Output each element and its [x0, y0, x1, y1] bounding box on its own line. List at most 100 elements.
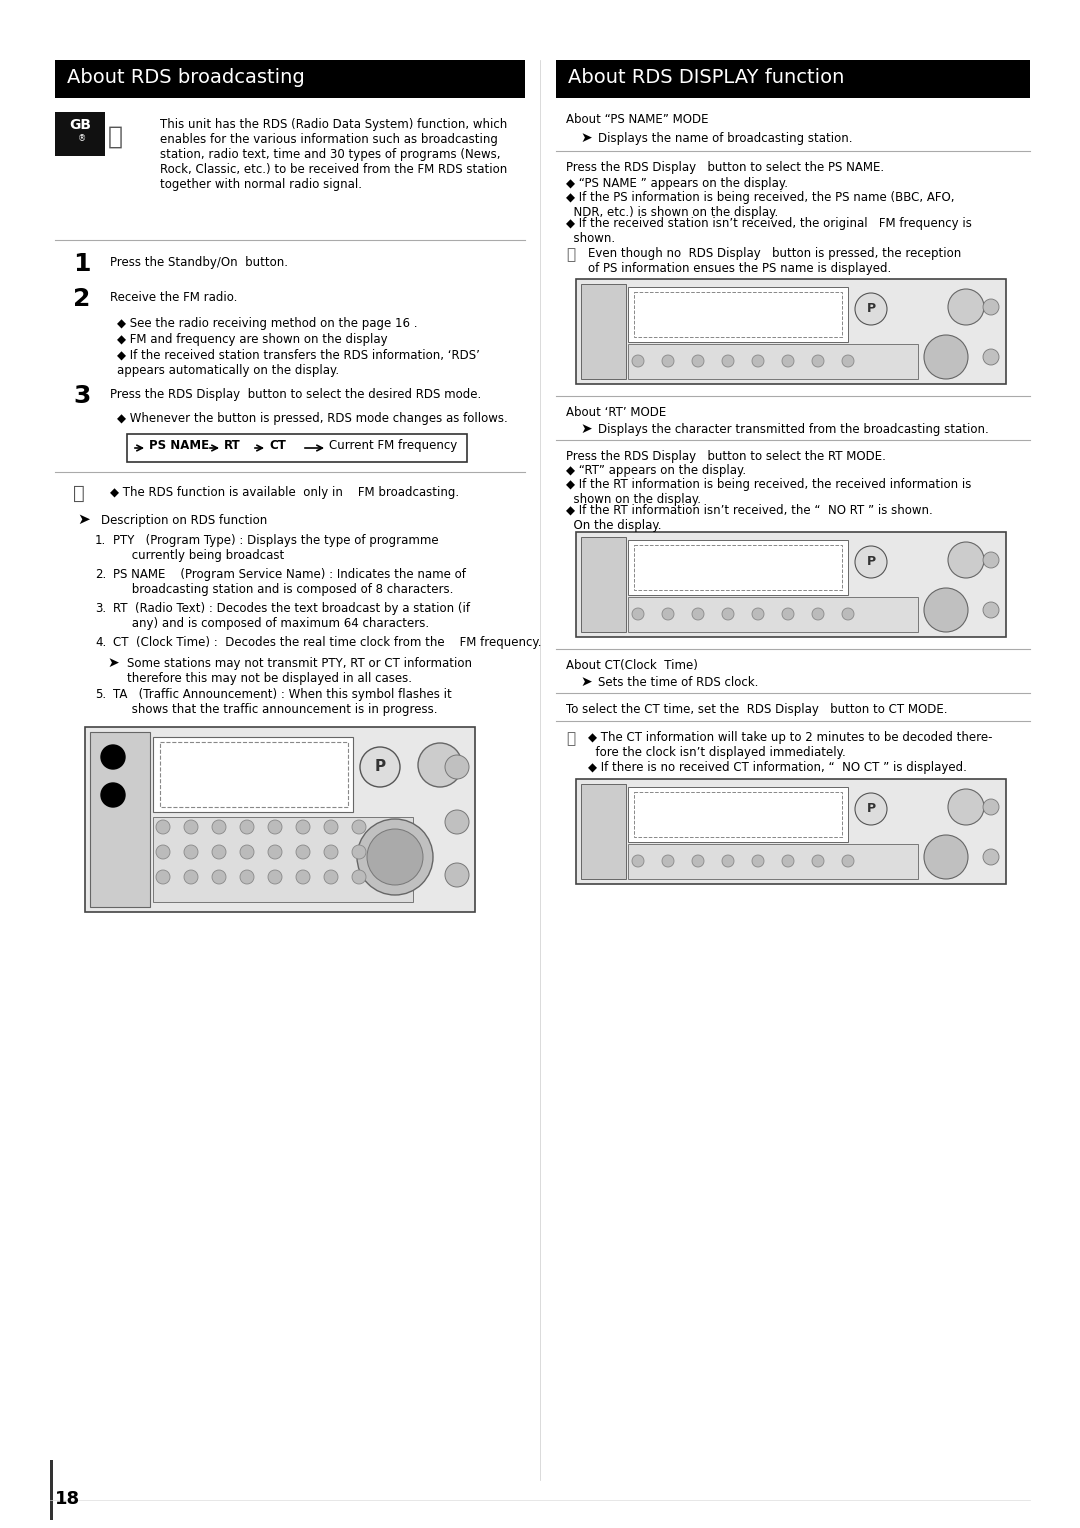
- Text: 2: 2: [73, 287, 91, 312]
- Text: P: P: [866, 303, 876, 315]
- Text: 1.: 1.: [95, 533, 106, 547]
- Text: ➤: ➤: [580, 131, 592, 145]
- Text: P: P: [866, 555, 876, 568]
- Text: 18: 18: [55, 1490, 80, 1508]
- Bar: [576, 280, 1005, 384]
- Text: 💬: 💬: [566, 730, 576, 746]
- Text: P: P: [375, 759, 386, 775]
- Text: About RDS DISPLAY function: About RDS DISPLAY function: [568, 69, 845, 87]
- Circle shape: [212, 821, 226, 834]
- Circle shape: [662, 856, 674, 866]
- Bar: [581, 284, 626, 379]
- Text: ◆ “PS NAME ” appears on the display.: ◆ “PS NAME ” appears on the display.: [566, 177, 788, 189]
- Circle shape: [360, 747, 400, 787]
- Bar: [627, 287, 848, 342]
- Text: 4.: 4.: [95, 636, 106, 649]
- Circle shape: [268, 845, 282, 859]
- Text: ◆ The CT information will take up to 2 minutes to be decoded there-
  fore the c: ◆ The CT information will take up to 2 m…: [588, 730, 993, 775]
- Circle shape: [948, 788, 984, 825]
- Circle shape: [296, 821, 310, 834]
- Bar: [153, 817, 413, 902]
- Bar: [627, 787, 848, 842]
- Circle shape: [662, 608, 674, 620]
- Text: Some stations may not transmit PTY, RT or CT information
therefore this may not : Some stations may not transmit PTY, RT o…: [127, 657, 472, 685]
- Circle shape: [156, 821, 170, 834]
- Circle shape: [240, 821, 254, 834]
- Bar: [627, 843, 918, 879]
- Bar: [634, 545, 842, 590]
- Circle shape: [924, 834, 968, 879]
- Circle shape: [445, 810, 469, 834]
- Circle shape: [445, 755, 469, 779]
- Bar: [634, 792, 842, 837]
- Bar: [153, 736, 353, 811]
- Circle shape: [212, 869, 226, 885]
- Circle shape: [324, 821, 338, 834]
- Text: 3: 3: [109, 752, 118, 766]
- Text: 💬: 💬: [566, 248, 576, 261]
- Circle shape: [812, 856, 824, 866]
- Text: ◆ If the RT information isn’t received, the “  NO RT ” is shown.
  On the displa: ◆ If the RT information isn’t received, …: [566, 504, 933, 532]
- Circle shape: [924, 588, 968, 633]
- Circle shape: [445, 863, 469, 886]
- Circle shape: [102, 782, 125, 807]
- Circle shape: [352, 845, 366, 859]
- Circle shape: [842, 354, 854, 367]
- Circle shape: [212, 845, 226, 859]
- Bar: [556, 60, 1030, 98]
- Bar: [55, 60, 525, 98]
- Circle shape: [948, 542, 984, 578]
- Circle shape: [983, 799, 999, 814]
- Bar: [581, 784, 626, 879]
- Circle shape: [752, 608, 764, 620]
- Circle shape: [352, 869, 366, 885]
- Circle shape: [184, 845, 198, 859]
- Circle shape: [782, 354, 794, 367]
- Text: Description on RDS function: Description on RDS function: [102, 513, 267, 527]
- Text: ◆ If the RT information is being received, the received information is
  shown o: ◆ If the RT information is being receive…: [566, 478, 971, 506]
- Bar: [55, 112, 105, 156]
- Bar: [90, 732, 150, 908]
- Text: Press the RDS Display   button to select the RT MODE.: Press the RDS Display button to select t…: [566, 451, 886, 463]
- Circle shape: [268, 869, 282, 885]
- Bar: [627, 539, 848, 594]
- Circle shape: [692, 856, 704, 866]
- Bar: [627, 344, 918, 379]
- Circle shape: [842, 856, 854, 866]
- Circle shape: [855, 545, 887, 578]
- Circle shape: [418, 743, 462, 787]
- Circle shape: [324, 845, 338, 859]
- Circle shape: [240, 845, 254, 859]
- Text: ◆ The RDS function is available  only in    FM broadcasting.: ◆ The RDS function is available only in …: [110, 486, 459, 500]
- Text: RT  (Radio Text) : Decodes the text broadcast by a station (if
     any) and is : RT (Radio Text) : Decodes the text broad…: [113, 602, 470, 630]
- Text: About ‘RT’ MODE: About ‘RT’ MODE: [566, 406, 666, 419]
- Text: ◆ If the PS information is being received, the PS name (BBC, AFO,
  NDR, etc.) i: ◆ If the PS information is being receive…: [566, 191, 955, 219]
- Text: Current FM frequency: Current FM frequency: [329, 439, 457, 452]
- Circle shape: [692, 608, 704, 620]
- Bar: [634, 292, 842, 338]
- Text: RT: RT: [224, 439, 241, 452]
- Circle shape: [268, 821, 282, 834]
- Circle shape: [983, 850, 999, 865]
- Circle shape: [184, 869, 198, 885]
- Circle shape: [156, 845, 170, 859]
- Circle shape: [240, 869, 254, 885]
- Circle shape: [752, 354, 764, 367]
- Circle shape: [357, 819, 433, 895]
- Circle shape: [632, 354, 644, 367]
- Text: 2.: 2.: [95, 568, 106, 581]
- Text: Press the Standby/On  button.: Press the Standby/On button.: [110, 257, 288, 269]
- Circle shape: [812, 608, 824, 620]
- Text: Press the RDS Display   button to select the PS NAME.: Press the RDS Display button to select t…: [566, 160, 885, 174]
- Bar: [581, 536, 626, 633]
- Circle shape: [102, 746, 125, 769]
- Text: Displays the character transmitted from the broadcasting station.: Displays the character transmitted from …: [598, 423, 989, 435]
- Text: Even though no  RDS Display   button is pressed, the reception
of PS information: Even though no RDS Display button is pre…: [588, 248, 961, 275]
- Text: ➤: ➤: [580, 422, 592, 435]
- Text: ◆ If the received station transfers the RDS information, ‘RDS’
appears automatic: ◆ If the received station transfers the …: [117, 348, 480, 377]
- Text: Receive the FM radio.: Receive the FM radio.: [110, 290, 238, 304]
- Text: ®: ®: [78, 134, 86, 144]
- Text: About “PS NAME” MODE: About “PS NAME” MODE: [566, 113, 708, 125]
- Circle shape: [632, 856, 644, 866]
- Text: 🔊: 🔊: [73, 484, 84, 503]
